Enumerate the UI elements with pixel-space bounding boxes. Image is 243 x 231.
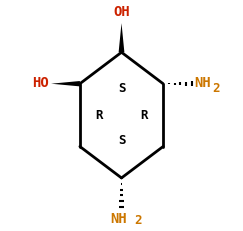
Polygon shape [51,81,80,86]
Text: NH: NH [111,212,128,226]
Text: 2: 2 [135,214,142,227]
Text: 2: 2 [212,82,220,95]
Text: S: S [118,82,125,95]
Text: HO: HO [32,76,49,90]
Text: S: S [118,134,125,147]
Text: OH: OH [113,5,130,19]
Polygon shape [119,23,124,52]
Text: R: R [95,109,103,122]
Text: R: R [140,109,148,122]
Text: NH: NH [194,76,211,90]
